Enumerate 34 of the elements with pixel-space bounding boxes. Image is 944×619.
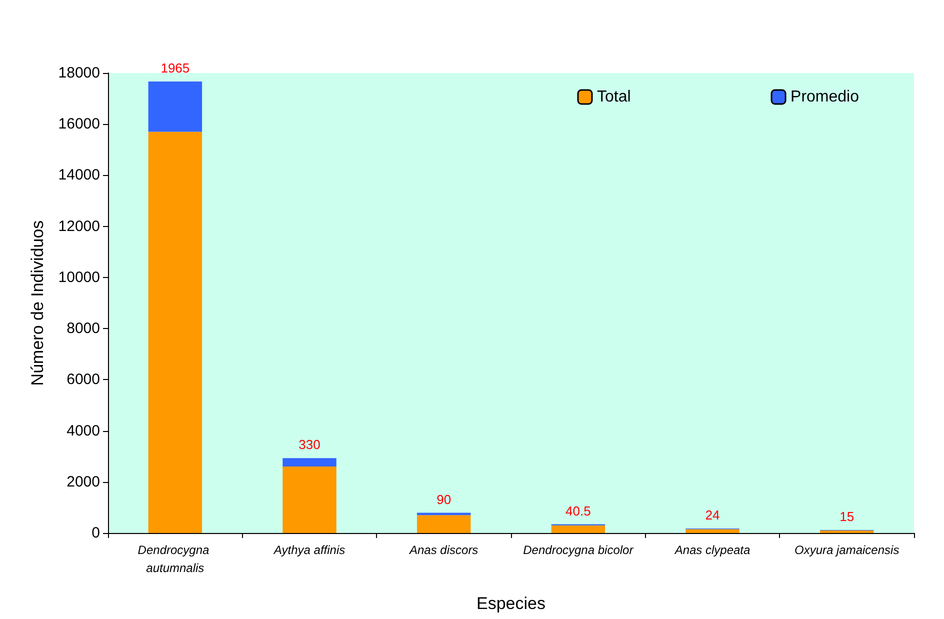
data-label: 15 [840,509,854,524]
y-tick-label: 8000 [66,320,100,338]
bar [820,530,874,533]
y-tick-label: 18000 [58,64,100,82]
bar [686,529,740,533]
x-axis-title: Especies [476,594,546,613]
y-axis-title: Número de Individuos [28,220,47,386]
y-tick-label: 0 [92,524,100,542]
y-tick-label: 12000 [58,218,100,235]
data-label: 40.5 [566,503,591,518]
y-tick-label: 14000 [58,166,100,184]
data-label: 24 [705,508,720,523]
bar [282,458,336,467]
y-tick-label: 16000 [58,116,100,133]
bar [282,466,336,533]
data-label: 1965 [160,60,190,76]
y-tick-label: 4000 [66,422,100,440]
x-tick-label: Oxyura jamaicensis [794,543,900,557]
y-tick-label: 6000 [66,371,100,388]
legend-label: Total [596,88,631,106]
x-tick-label: Dendrocygna bicolor [523,543,634,557]
x-tick-label: Dendrocygna autumnalis [138,543,213,575]
legend-label: Promedio [790,88,860,106]
bar [148,132,202,533]
data-label: 330 [298,437,320,452]
x-tick-label: Aythya affinis [272,543,346,557]
y-tick-label: 2000 [66,473,100,490]
x-tick-label: Anas discors [408,543,478,557]
bar [416,515,471,533]
bar [148,82,202,132]
y-tick-label: 10000 [58,268,100,286]
data-label: 90 [436,492,452,507]
bar [551,525,606,533]
x-tick-label: Anas clypeata [674,543,751,557]
